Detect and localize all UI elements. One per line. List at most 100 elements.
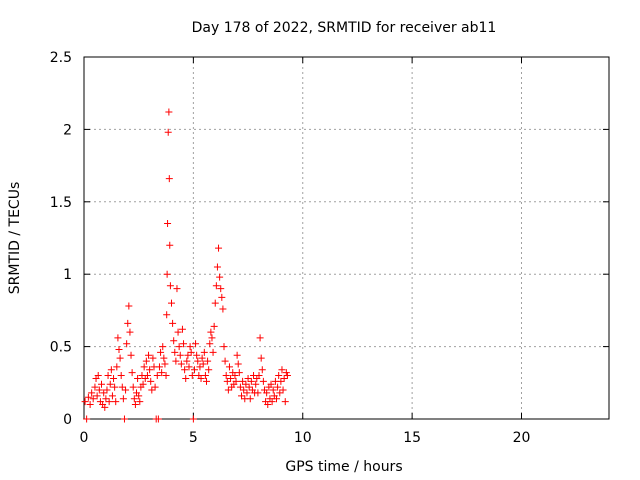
- data-point: [94, 372, 102, 380]
- y-tick-label: 2: [63, 122, 72, 138]
- data-point: [217, 285, 225, 293]
- data-point: [135, 392, 143, 400]
- data-point: [127, 351, 135, 359]
- data-point: [122, 386, 130, 394]
- data-point: [181, 366, 189, 374]
- data-point: [102, 395, 110, 403]
- data-point: [221, 357, 229, 365]
- data-point: [149, 354, 157, 362]
- data-point: [157, 348, 165, 356]
- data-point: [234, 360, 242, 368]
- data-point: [200, 348, 208, 356]
- data-point: [139, 380, 147, 388]
- data-point: [236, 383, 244, 391]
- data-point: [130, 395, 138, 403]
- data-point: [201, 372, 209, 380]
- data-point: [258, 366, 266, 374]
- data-point: [148, 386, 156, 394]
- data-point: [204, 357, 212, 365]
- chart-title: Day 178 of 2022, SRMTID for receiver ab1…: [192, 20, 497, 36]
- data-point: [210, 322, 218, 330]
- data-point: [172, 357, 180, 365]
- data-point: [177, 360, 185, 368]
- data-point: [162, 372, 170, 380]
- data-point: [189, 415, 197, 423]
- data-point: [83, 415, 91, 423]
- data-point: [120, 415, 128, 423]
- data-point: [160, 354, 168, 362]
- data-point: [142, 357, 150, 365]
- data-point: [173, 285, 181, 293]
- data-point: [206, 340, 214, 348]
- data-point: [116, 354, 124, 362]
- y-tick-label: 0: [63, 412, 72, 428]
- data-point: [257, 354, 265, 362]
- data-point: [242, 380, 250, 388]
- data-point: [208, 334, 216, 342]
- data-point: [180, 340, 188, 348]
- data-point: [252, 380, 260, 388]
- data-point: [219, 305, 227, 313]
- data-point: [268, 398, 276, 406]
- data-point: [104, 372, 112, 380]
- data-point: [143, 372, 151, 380]
- data-point: [125, 302, 133, 310]
- data-point: [254, 389, 262, 397]
- y-tick-label: 0.5: [50, 340, 72, 356]
- data-point: [103, 386, 111, 394]
- data-point: [105, 398, 113, 406]
- data-point: [196, 363, 204, 371]
- data-point: [118, 383, 126, 391]
- data-point: [168, 299, 175, 307]
- data-point: [232, 377, 240, 385]
- data-point: [187, 348, 195, 356]
- data-point: [279, 386, 287, 394]
- data-point: [110, 374, 118, 382]
- data-point: [227, 374, 235, 382]
- data-point: [224, 386, 232, 394]
- data-point: [213, 263, 221, 271]
- data-point: [163, 270, 171, 278]
- data-point: [164, 220, 172, 228]
- y-tick-label: 1: [63, 267, 72, 283]
- data-point: [161, 360, 169, 368]
- data-point: [220, 343, 228, 351]
- data-point: [199, 360, 207, 368]
- data-point: [108, 392, 116, 400]
- data-point: [163, 311, 171, 319]
- data-point: [256, 334, 264, 342]
- data-point: [273, 395, 280, 403]
- x-tick-label: 0: [80, 430, 89, 446]
- data-point: [183, 357, 191, 365]
- data-point: [215, 244, 223, 252]
- data-point: [159, 343, 167, 351]
- data-point: [281, 398, 289, 406]
- data-point: [274, 383, 282, 391]
- data-point: [123, 340, 131, 348]
- data-point: [244, 374, 252, 382]
- y-tick-label: 1.5: [50, 195, 72, 211]
- data-point: [218, 293, 226, 301]
- data-point: [259, 377, 267, 385]
- data-point: [197, 374, 205, 382]
- data-point: [140, 363, 148, 371]
- x-tick-label: 5: [189, 430, 198, 446]
- data-point: [126, 328, 134, 336]
- data-point: [235, 369, 243, 377]
- data-point: [119, 395, 127, 403]
- data-point: [107, 366, 115, 374]
- data-point: [166, 241, 174, 249]
- data-point: [112, 398, 120, 406]
- data-point: [147, 377, 155, 385]
- data-point: [277, 377, 285, 385]
- data-point: [178, 325, 186, 333]
- data-point: [129, 383, 137, 391]
- data-point: [134, 374, 142, 382]
- x-tick-label: 10: [294, 430, 312, 446]
- data-point: [239, 377, 247, 385]
- data-point: [175, 343, 183, 351]
- x-axis-label: GPS time / hours: [285, 459, 402, 475]
- data-point: [128, 369, 136, 377]
- data-point: [186, 343, 194, 351]
- data-point: [207, 328, 215, 336]
